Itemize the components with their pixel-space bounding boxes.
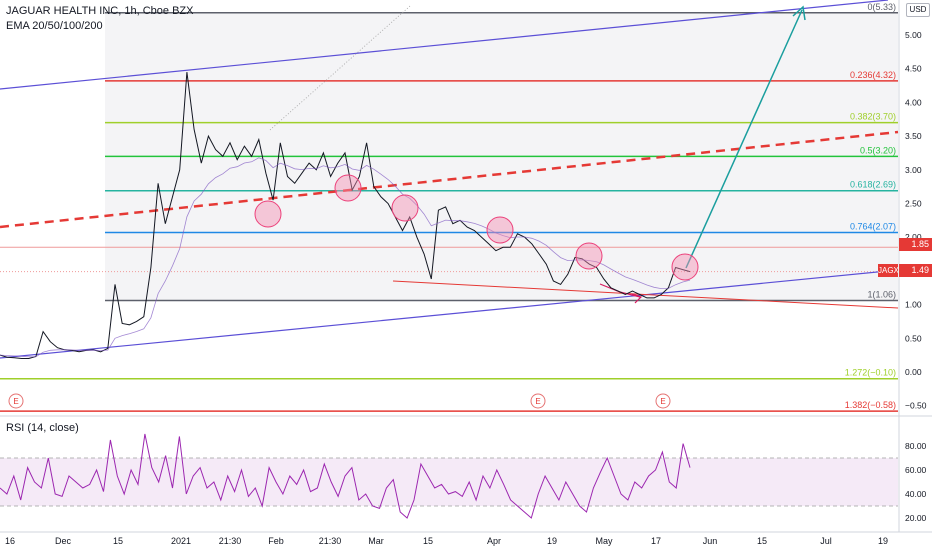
price-series-line	[0, 72, 691, 359]
level-price-tag: 1.85	[899, 238, 932, 251]
earnings-event-label: E	[13, 397, 18, 406]
time-axis-tick: 15	[113, 536, 123, 546]
highlight-circle	[671, 253, 699, 281]
rsi-indicator-label[interactable]: RSI (14, close)	[6, 422, 79, 434]
rsi-axis-tick: 40.00	[905, 489, 927, 499]
fib-level-label: 1.382(−0.58)	[845, 400, 896, 410]
earnings-event-label: E	[660, 397, 665, 406]
support-line	[392, 280, 899, 309]
price-axis-tick: 2.50	[905, 199, 922, 209]
price-axis-tick: 0.50	[905, 333, 922, 343]
time-axis-tick: Apr	[487, 536, 501, 546]
projection-arrowhead	[792, 5, 806, 21]
fib-level-label: 0.764(2.07)	[850, 221, 896, 231]
highlight-circle	[334, 174, 362, 202]
last-price-tag: 1.49	[899, 264, 932, 277]
highlight-circle	[391, 194, 419, 222]
lower-channel-line	[0, 269, 899, 359]
fib-level-label: 0.382(3.70)	[850, 112, 896, 122]
fib-level-label: 1.272(−0.10)	[845, 368, 896, 378]
fib-level-label: 0.236(4.32)	[850, 70, 896, 80]
projection-arrow	[685, 9, 803, 269]
rsi-axis-tick: 20.00	[905, 513, 927, 523]
price-axis-tick: 3.50	[905, 131, 922, 141]
time-axis-tick: 17	[651, 536, 661, 546]
fib-level-label: 0.5(3.20)	[860, 145, 896, 155]
ema-line	[0, 157, 691, 358]
upper-channel-line	[0, 0, 889, 90]
time-axis-tick: 19	[878, 536, 888, 546]
rsi-axis-tick: 60.00	[905, 465, 927, 475]
fib-level-label: 0(5.33)	[867, 2, 896, 12]
dashed-trend-line	[0, 130, 899, 229]
price-axis-tick: 3.00	[905, 165, 922, 175]
earnings-event-marker[interactable]	[8, 393, 24, 409]
time-axis-tick: 21:30	[219, 536, 242, 546]
time-axis-tick: 19	[547, 536, 557, 546]
time-axis-tick: 15	[757, 536, 767, 546]
price-axis-tick: −0.50	[905, 401, 927, 411]
highlight-circle	[575, 242, 603, 270]
price-axis-tick: 5.00	[905, 30, 922, 40]
rsi-axis-tick: 80.00	[905, 441, 927, 451]
price-axis-tick: 0.00	[905, 367, 922, 377]
time-axis-tick: 21:30	[319, 536, 342, 546]
fib-level-label: 0.618(2.69)	[850, 180, 896, 190]
price-axis-tick: 1.00	[905, 300, 922, 310]
earnings-event-marker[interactable]	[655, 393, 671, 409]
earnings-event-marker[interactable]	[530, 393, 546, 409]
guide-line	[269, 5, 411, 131]
time-axis-tick: Mar	[368, 536, 384, 546]
time-axis-tick: Feb	[268, 536, 284, 546]
rsi-band-fill	[0, 458, 898, 506]
time-axis-tick: May	[595, 536, 613, 546]
time-axis-tick: 15	[423, 536, 433, 546]
currency-label[interactable]: USD	[906, 3, 930, 17]
ema-indicator-label[interactable]: EMA 20/50/100/200	[6, 20, 103, 32]
time-axis-tick: 2021	[171, 536, 191, 546]
time-axis-tick: Jul	[820, 536, 832, 546]
time-axis-tick: Jun	[703, 536, 718, 546]
earnings-event-label: E	[535, 397, 540, 406]
time-axis-tick: Dec	[55, 536, 72, 546]
symbol-price-tag: JAGX	[878, 264, 899, 277]
price-axis-tick: 4.00	[905, 97, 922, 107]
rsi-series-line	[0, 433, 691, 519]
price-axis-tick: 4.50	[905, 64, 922, 74]
down-arrowhead	[631, 293, 643, 304]
highlight-circle	[486, 216, 514, 244]
price-axis-tick: 2.00	[905, 232, 922, 242]
fib-level-label: 1(1.06)	[867, 290, 896, 300]
highlight-circle	[254, 200, 282, 228]
time-axis-tick: 16	[5, 536, 15, 546]
chart-title: JAGUAR HEALTH INC, 1h, Cboe BZX	[6, 5, 194, 17]
